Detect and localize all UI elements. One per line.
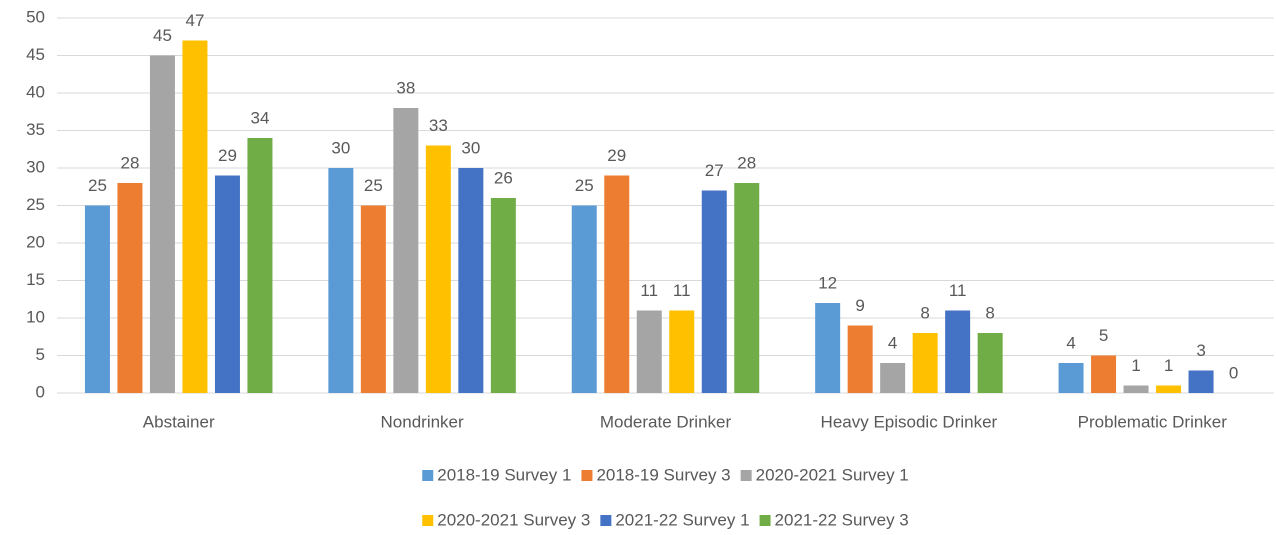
data-label: 1 [1164,356,1173,375]
x-tick-label: Problematic Drinker [1078,412,1228,431]
data-label: 30 [331,138,350,157]
data-label: 3 [1196,341,1205,360]
data-label: 9 [855,296,864,315]
bar [182,40,208,393]
data-label: 5 [1099,326,1108,345]
legend-swatch [759,515,771,526]
bar [425,145,451,393]
data-label: 4 [888,333,897,352]
data-label: 38 [396,78,415,97]
data-label: 28 [120,153,139,172]
data-label: 8 [920,303,929,322]
data-label: 30 [461,138,480,157]
bar [328,168,354,393]
data-label: 12 [818,273,837,292]
bar [1091,355,1117,393]
legend-label: 2020-2021 Survey 1 [756,465,909,484]
bar [360,205,386,393]
legend-label: 2021-22 Survey 1 [615,510,749,529]
bar [84,205,110,393]
bar [393,108,419,393]
data-label: 8 [985,303,994,322]
y-tick-label: 10 [26,307,45,326]
data-label: 27 [705,161,724,180]
bar [571,205,597,393]
y-tick-label: 50 [26,7,45,26]
data-label: 28 [737,153,756,172]
data-label: 25 [88,176,107,195]
y-tick-label: 5 [36,345,45,364]
bar [117,183,143,393]
y-tick-label: 45 [26,45,45,64]
legend-swatch [422,515,434,526]
legend-swatch [740,470,752,481]
bar [490,198,516,393]
x-tick-label: Abstainer [143,412,215,431]
bar [945,310,971,393]
bar [247,138,273,393]
bar [636,310,662,393]
data-label: 29 [218,146,237,165]
y-tick-label: 15 [26,270,45,289]
data-label: 47 [185,11,204,30]
legend-label: 2018-19 Survey 3 [596,465,730,484]
data-label: 11 [640,281,658,300]
legend-label: 2018-19 Survey 1 [437,465,571,484]
data-label: 25 [364,176,383,195]
data-label: 26 [494,168,513,187]
bar [701,190,727,393]
bar [880,363,906,393]
data-label: 33 [429,116,448,135]
data-label: 0 [1229,363,1238,382]
bar [149,55,175,393]
legend-label: 2021-22 Survey 3 [775,510,909,529]
bar [977,333,1003,393]
x-tick-label: Heavy Episodic Drinker [821,412,998,431]
data-label: 29 [607,146,626,165]
data-label: 11 [673,281,691,300]
data-label: 4 [1066,333,1075,352]
x-tick-label: Moderate Drinker [600,412,732,431]
data-label: 34 [250,108,269,127]
bar [815,303,841,393]
legend-label: 2020-2021 Survey 3 [437,510,590,529]
legend-swatch [581,470,593,481]
bar [734,183,760,393]
x-tick-label: Nondrinker [381,412,464,431]
legend-swatch [422,470,434,481]
y-tick-label: 40 [26,82,45,101]
y-tick-label: 35 [26,120,45,139]
y-tick-label: 0 [36,382,45,401]
bar [1058,363,1084,393]
y-tick-label: 25 [26,195,45,214]
data-label: 11 [949,281,967,300]
data-label: 1 [1131,356,1140,375]
bar [1188,370,1214,393]
bar [1123,385,1149,393]
data-label: 45 [153,26,172,45]
bar [458,168,484,393]
bar [912,333,938,393]
y-tick-label: 20 [26,232,45,251]
data-label: 25 [575,176,594,195]
bar [669,310,695,393]
bar [214,175,240,393]
bar [847,325,873,393]
y-tick-label: 30 [26,157,45,176]
legend-swatch [600,515,612,526]
bar [1156,385,1182,393]
bar [604,175,630,393]
